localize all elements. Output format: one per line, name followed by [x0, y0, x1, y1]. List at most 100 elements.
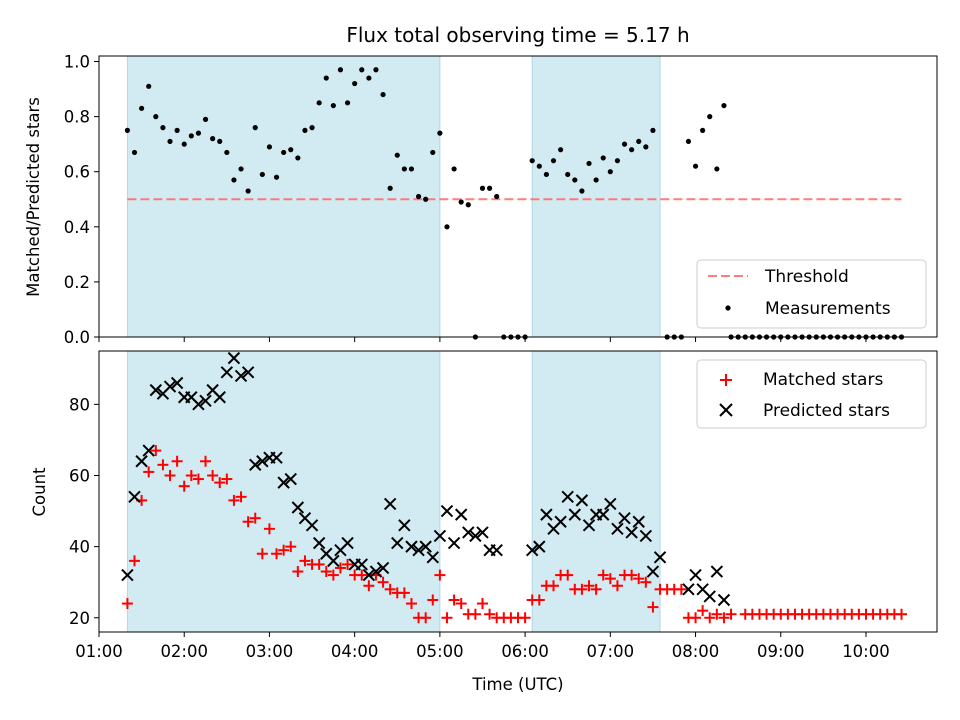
- measurement-point: [437, 130, 443, 136]
- matched-star-point: [164, 469, 176, 481]
- measurement-point: [387, 185, 393, 191]
- y-tick-label: 0.6: [64, 163, 90, 182]
- measurement-point: [195, 130, 202, 136]
- top-legend: Threshold Measurements: [696, 259, 927, 329]
- y-tick-label: 0.2: [64, 273, 90, 292]
- measurement-point: [685, 138, 692, 145]
- predicted-star-point: [604, 497, 617, 511]
- x-tick-label: 06:00: [501, 642, 549, 661]
- measurement-point: [707, 114, 713, 120]
- matched-star-point: [548, 580, 560, 592]
- predicted-star-point: [391, 536, 404, 550]
- measurement-point: [643, 144, 649, 150]
- x-tick-label: 10:00: [842, 642, 890, 661]
- bottom-shaded-intervals: [126, 350, 661, 633]
- measurement-point: [359, 67, 365, 73]
- predicted-star-point: [419, 540, 432, 553]
- chart-title: Flux total observing time = 5.17 h: [346, 23, 689, 47]
- predicted-star-point: [575, 494, 589, 507]
- matched-star-point: [256, 548, 268, 560]
- measurement-point: [430, 149, 436, 156]
- predicted-star-point: [462, 526, 475, 539]
- measurement-point: [224, 149, 230, 156]
- measurement-point: [238, 166, 244, 172]
- bottom-y-ticks: 20 40 60 80: [69, 395, 99, 628]
- measurement-point: [572, 177, 578, 183]
- legend-predicted-label: Predicted stars: [763, 401, 890, 421]
- predicted-star-point: [270, 451, 283, 464]
- measurement-point: [281, 149, 287, 156]
- measurement-point: [259, 171, 265, 178]
- matched-star-point: [604, 573, 616, 585]
- matched-star-point: [611, 580, 623, 592]
- shaded-interval: [126, 350, 441, 633]
- top-shaded-intervals: [126, 55, 661, 338]
- y-tick-label: 40: [69, 538, 90, 557]
- measurement-point: [550, 158, 557, 164]
- measurement-point: [316, 100, 322, 106]
- predicted-star-point: [213, 391, 226, 404]
- predicted-star-point: [405, 540, 418, 553]
- predicted-star-point: [717, 593, 731, 607]
- matched-star-point: [228, 494, 240, 506]
- matched-star-point: [363, 580, 375, 592]
- matched-star-point: [448, 594, 460, 606]
- matched-star-point: [718, 612, 730, 624]
- matched-star-point: [192, 473, 204, 485]
- measurement-point: [373, 67, 379, 73]
- matched-star-point: [562, 569, 574, 581]
- measurement-point: [323, 75, 329, 81]
- measurement-point: [593, 177, 599, 183]
- predicted-star-point: [135, 455, 148, 468]
- predicted-star-point: [341, 536, 354, 550]
- y-tick-label: 20: [69, 609, 90, 628]
- matched-star-point: [157, 459, 169, 471]
- matched-star-point: [143, 466, 155, 478]
- bottom-axes-frame: [98, 350, 938, 633]
- legend-matched-label: Matched stars: [763, 370, 883, 390]
- measurement-point: [202, 116, 209, 122]
- matched-star-point: [129, 555, 141, 567]
- predicted-star-point: [426, 551, 439, 564]
- matched-star-point: [583, 580, 595, 592]
- matched-star-point: [420, 612, 432, 624]
- predicted-star-point: [249, 458, 262, 472]
- measurement-point: [536, 163, 542, 169]
- predicted-star-point: [291, 501, 305, 514]
- matched-star-point: [327, 569, 339, 581]
- matched-star-points: [121, 445, 907, 624]
- measurement-point: [721, 102, 727, 109]
- measurement-point: [494, 193, 500, 200]
- legend-predicted-swatch: [719, 403, 733, 417]
- x-tick-label: 08:00: [672, 642, 720, 661]
- measurement-point: [607, 169, 613, 175]
- matched-star-point: [533, 594, 545, 606]
- predicted-star-point: [646, 565, 660, 578]
- measurement-point: [139, 105, 145, 111]
- measurement-point: [181, 141, 187, 147]
- predicted-star-point: [234, 369, 248, 383]
- matched-star-point: [278, 544, 290, 556]
- predicted-star-point: [412, 543, 425, 557]
- legend-matched-swatch: [720, 374, 732, 386]
- matched-star-point: [690, 612, 702, 624]
- measurement-point: [295, 155, 301, 161]
- predicted-star-point: [398, 519, 411, 532]
- predicted-star-points: [121, 351, 731, 607]
- matched-star-point: [434, 569, 446, 581]
- predicted-star-point: [490, 543, 503, 557]
- measurement-point: [167, 138, 173, 145]
- measurement-point: [600, 155, 606, 161]
- predicted-star-point: [369, 565, 383, 578]
- measurement-point: [380, 91, 386, 98]
- predicted-star-point: [568, 508, 582, 521]
- predicted-star-point: [312, 536, 326, 550]
- measurement-point: [543, 171, 550, 178]
- matched-star-point: [178, 480, 190, 492]
- predicted-star-point: [142, 444, 155, 457]
- predicted-star-point: [440, 504, 454, 518]
- matched-star-point: [271, 548, 283, 560]
- shaded-interval: [531, 55, 661, 338]
- measurement-point: [160, 125, 166, 131]
- measurement-point: [586, 160, 592, 167]
